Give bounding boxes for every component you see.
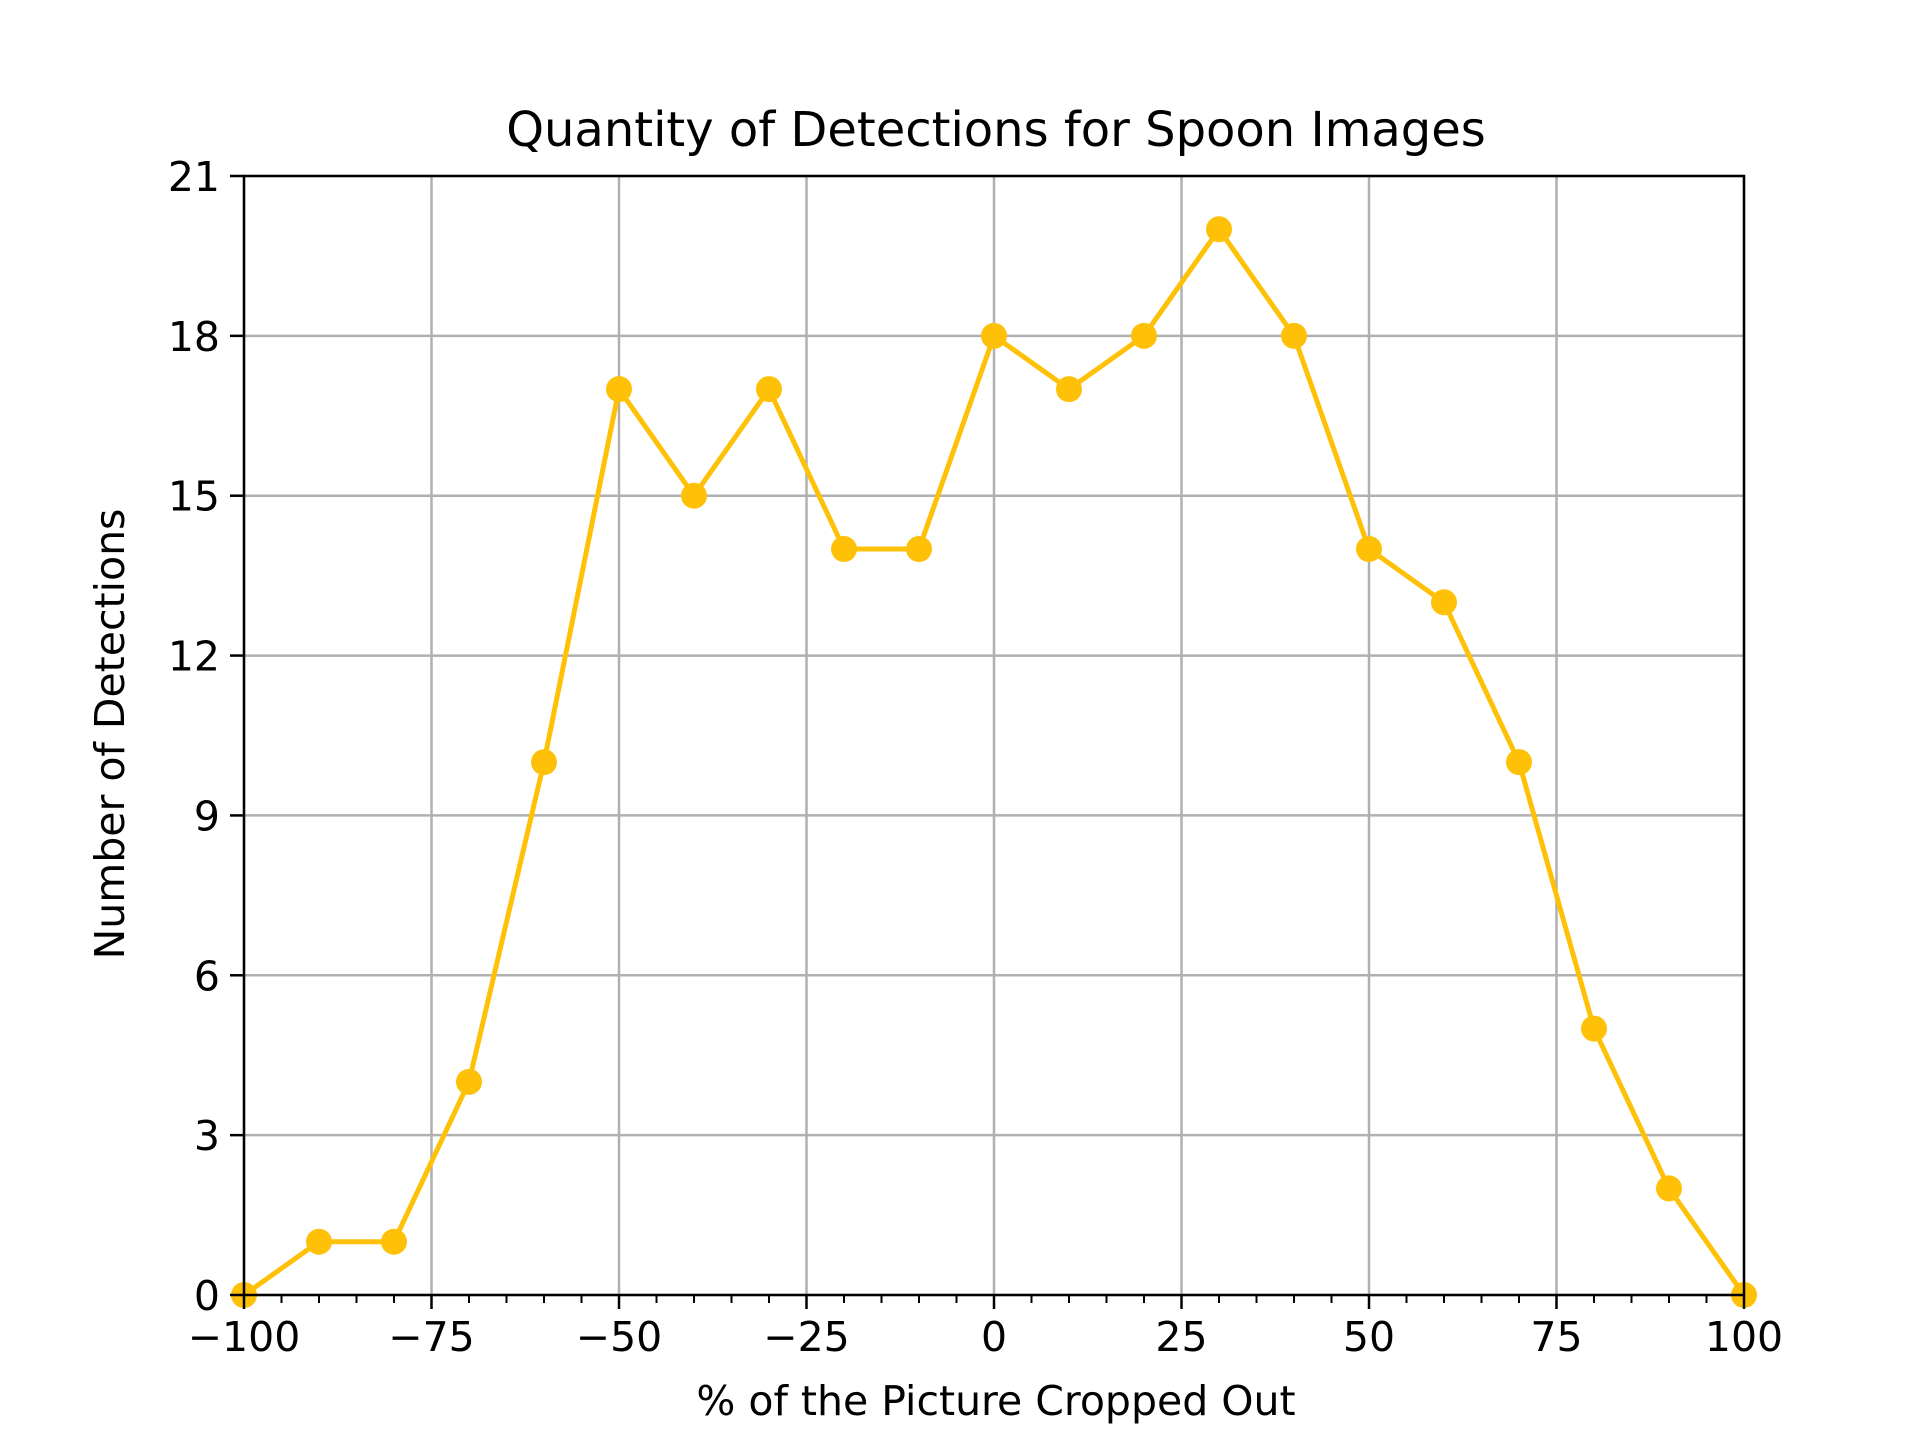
data-point (1281, 322, 1307, 349)
y-tick-label: 3 (194, 1112, 220, 1160)
series-layer (231, 216, 1757, 1308)
x-tick-label: 50 (1343, 1313, 1395, 1361)
y-axis-label: Number of Detections (86, 509, 134, 960)
x-tick-label: −100 (188, 1313, 301, 1361)
data-point (756, 376, 782, 403)
data-point (1131, 322, 1157, 349)
x-tick-label: 0 (981, 1313, 1007, 1361)
data-point (1356, 536, 1382, 562)
y-tick-label: 6 (194, 952, 220, 1000)
data-point (606, 376, 632, 403)
data-point (1431, 589, 1457, 616)
x-axis-label: % of the Picture Cropped Out (696, 1377, 1295, 1425)
data-point (531, 749, 557, 776)
y-tick-label: 9 (194, 792, 220, 840)
data-point (1506, 749, 1532, 776)
data-point (906, 536, 932, 562)
y-tick-label: 18 (168, 313, 220, 361)
y-tick-label: 21 (168, 153, 220, 201)
x-tick-label: −75 (388, 1313, 475, 1361)
data-point (681, 482, 707, 509)
y-tick-label: 15 (168, 473, 220, 521)
data-point (981, 322, 1007, 349)
x-tick-label: 25 (1155, 1313, 1207, 1361)
y-tick-label: 0 (194, 1272, 220, 1320)
x-tick-label: 100 (1705, 1313, 1783, 1361)
data-point (1581, 1015, 1607, 1042)
data-point (456, 1068, 482, 1095)
x-tick-label: −25 (763, 1313, 850, 1361)
data-point (306, 1228, 332, 1255)
data-point (831, 536, 857, 562)
y-tick-label: 12 (168, 633, 220, 681)
data-point (1656, 1175, 1682, 1202)
chart-title: Quantity of Detections for Spoon Images (506, 102, 1486, 158)
axis-ticks: −100 −75 −50 −25 0 25 50 75 100 0 3 6 9 12 15 18 21 (168, 153, 1783, 1361)
data-point (1206, 216, 1232, 243)
data-point (381, 1228, 407, 1255)
x-tick-label: −50 (576, 1313, 663, 1361)
x-tick-label: 75 (1530, 1313, 1582, 1361)
data-point (1056, 376, 1082, 403)
